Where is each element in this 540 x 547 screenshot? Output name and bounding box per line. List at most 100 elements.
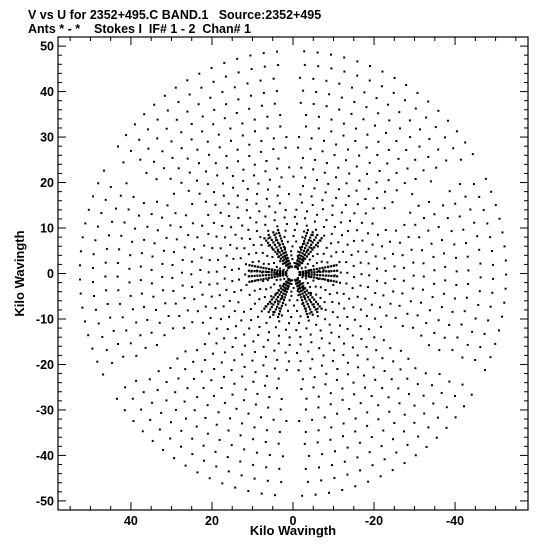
uv-point <box>248 327 251 330</box>
uv-point <box>427 155 430 158</box>
uv-point <box>232 186 235 189</box>
uv-point <box>286 256 289 260</box>
uv-point <box>223 117 226 120</box>
uv-point <box>158 321 161 324</box>
uv-point <box>297 250 300 253</box>
uv-point <box>240 319 243 322</box>
uv-point <box>97 182 100 185</box>
uv-point <box>306 296 310 299</box>
uv-point <box>328 93 331 96</box>
uv-point <box>274 236 277 239</box>
uv-point <box>330 67 333 70</box>
uv-point <box>230 369 233 372</box>
uv-point <box>416 91 419 94</box>
uv-point <box>290 294 293 297</box>
uv-point <box>331 464 333 467</box>
y-tick-label: 20 <box>40 176 54 190</box>
uv-point <box>234 233 237 236</box>
uv-point <box>346 373 349 376</box>
uv-point <box>293 215 296 218</box>
uv-point <box>266 127 269 130</box>
uv-point <box>298 290 301 293</box>
uv-point <box>277 315 280 318</box>
uv-point <box>489 356 492 359</box>
uv-point <box>150 268 153 271</box>
uv-point <box>287 259 290 262</box>
uv-point <box>276 194 279 197</box>
uv-point <box>263 237 266 240</box>
uv-point <box>131 308 134 311</box>
uv-point <box>413 404 416 407</box>
uv-point <box>437 226 440 229</box>
uv-point <box>438 349 441 352</box>
uv-point <box>433 213 436 216</box>
uv-point <box>231 280 234 283</box>
uv-point <box>312 77 315 80</box>
uv-point <box>324 318 327 321</box>
uv-point <box>301 276 304 279</box>
uv-point <box>91 267 94 270</box>
uv-point <box>117 145 119 148</box>
uv-point <box>294 279 297 282</box>
uv-point <box>359 325 362 328</box>
uv-point <box>196 179 198 182</box>
uv-point <box>320 479 323 482</box>
uv-point <box>314 285 317 288</box>
uv-point <box>290 290 293 293</box>
uv-point <box>227 429 230 432</box>
uv-point <box>248 238 251 240</box>
uv-point <box>279 260 282 263</box>
uv-point <box>464 141 467 144</box>
uv-point <box>393 278 396 280</box>
uv-point <box>305 125 307 128</box>
uv-point <box>365 314 368 317</box>
uv-point <box>170 140 173 143</box>
uv-point <box>428 309 431 312</box>
uv-point <box>343 56 346 59</box>
uv-point <box>128 267 131 270</box>
uv-point <box>330 118 333 121</box>
uv-point <box>178 315 181 317</box>
uv-point <box>153 103 156 106</box>
uv-point <box>338 261 341 264</box>
uv-point <box>304 270 307 273</box>
uv-point <box>362 118 365 121</box>
uv-point <box>175 238 178 241</box>
uv-point <box>143 305 145 308</box>
uv-point <box>319 286 322 289</box>
uv-point <box>115 397 118 400</box>
uv-point <box>454 202 457 205</box>
uv-point <box>142 202 145 204</box>
uv-point <box>267 229 270 232</box>
uv-point <box>278 293 281 296</box>
uv-point <box>92 195 95 198</box>
uv-point <box>79 278 81 281</box>
uv-point <box>327 274 330 277</box>
uv-point <box>307 271 310 274</box>
uv-point <box>307 273 310 276</box>
uv-point <box>191 321 194 324</box>
uv-point <box>387 103 390 106</box>
uv-point <box>237 267 240 270</box>
uv-point <box>225 254 228 257</box>
uv-point <box>277 303 280 306</box>
uv-point <box>209 96 212 99</box>
uv-point <box>220 361 223 364</box>
uv-point <box>183 400 186 403</box>
uv-point <box>191 285 194 288</box>
uv-point <box>268 244 271 247</box>
uv-point <box>279 125 282 128</box>
uv-point <box>290 254 293 257</box>
uv-point <box>382 429 385 432</box>
uv-point <box>305 114 308 116</box>
uv-point <box>272 313 275 316</box>
uv-point <box>227 470 230 473</box>
uv-point <box>305 397 308 400</box>
uv-point <box>278 231 281 234</box>
uv-point <box>310 301 313 304</box>
uv-point <box>265 375 268 378</box>
uv-point <box>156 200 158 203</box>
uv-point <box>272 241 275 244</box>
uv-point <box>278 310 282 313</box>
uv-point <box>248 293 251 296</box>
